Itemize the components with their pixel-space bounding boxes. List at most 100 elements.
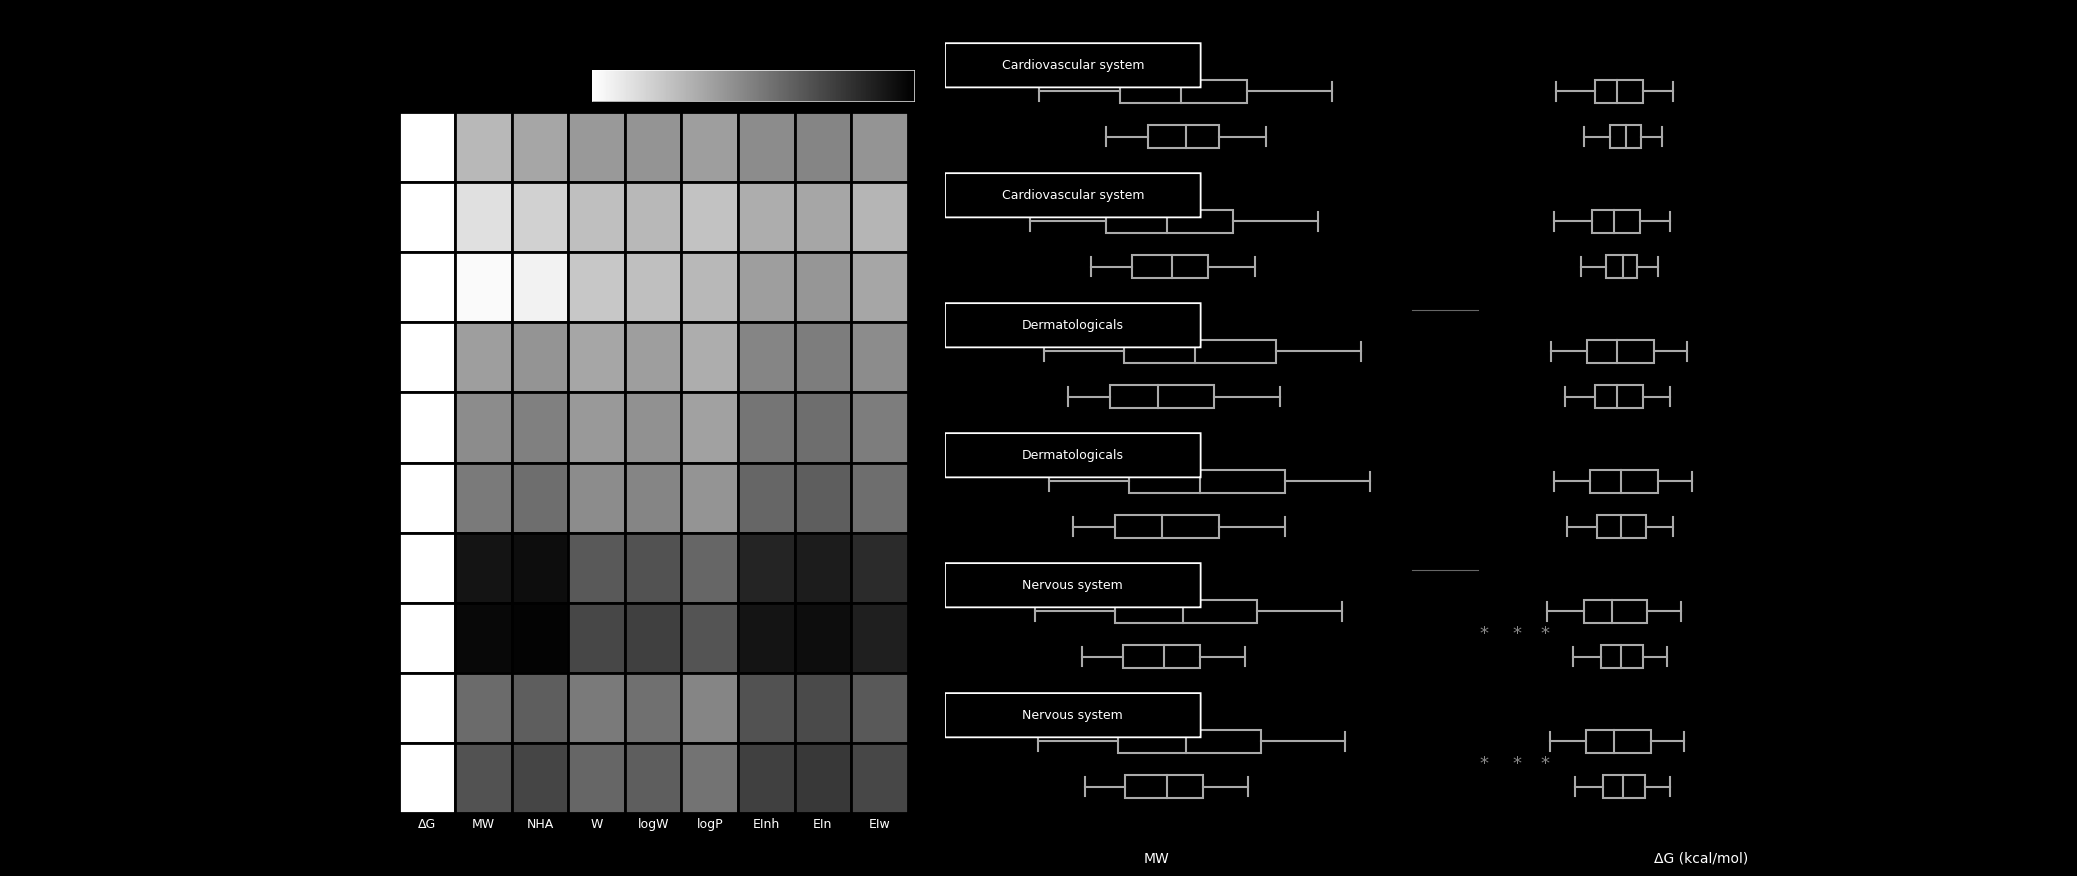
Bar	[569, 673, 625, 743]
Bar	[795, 533, 852, 603]
FancyBboxPatch shape	[945, 43, 1201, 88]
Bar	[852, 603, 908, 673]
Bar	[399, 112, 455, 182]
Bar	[795, 603, 852, 673]
Text: *: *	[1541, 625, 1549, 643]
Bar	[795, 252, 852, 322]
Bar	[681, 112, 737, 182]
Bar	[1111, 385, 1215, 408]
Bar	[737, 463, 795, 533]
Bar	[1597, 515, 1647, 539]
Bar	[795, 392, 852, 463]
Bar	[511, 112, 569, 182]
Bar	[681, 603, 737, 673]
Bar	[737, 112, 795, 182]
Bar	[1120, 80, 1248, 103]
Bar	[795, 112, 852, 182]
Bar	[569, 603, 625, 673]
Text: Dermatologicals: Dermatologicals	[1022, 319, 1124, 332]
Bar	[455, 182, 511, 252]
Bar	[737, 112, 795, 182]
Bar	[569, 112, 625, 182]
FancyBboxPatch shape	[945, 173, 1201, 217]
FancyBboxPatch shape	[945, 433, 1201, 477]
Bar	[625, 603, 681, 673]
Bar	[511, 743, 569, 813]
Bar	[455, 112, 511, 182]
Bar	[511, 392, 569, 463]
Text: *: *	[1512, 625, 1522, 643]
Text: Cardiovascular system: Cardiovascular system	[1001, 59, 1144, 72]
Bar	[455, 673, 511, 743]
Bar	[511, 533, 569, 603]
Bar	[1601, 645, 1643, 668]
Bar	[795, 322, 852, 392]
Bar	[511, 182, 569, 252]
Bar	[1117, 730, 1261, 752]
Bar	[399, 533, 455, 603]
Bar	[1122, 645, 1201, 668]
Bar	[511, 322, 569, 392]
Bar	[625, 673, 681, 743]
Bar	[681, 182, 737, 252]
Bar	[399, 182, 455, 252]
Bar	[737, 392, 795, 463]
Text: *: *	[1479, 625, 1489, 643]
Text: *: *	[1512, 755, 1522, 773]
Bar	[511, 182, 569, 252]
Text: Nervous system: Nervous system	[1022, 579, 1124, 591]
Bar	[455, 603, 511, 673]
Bar	[1603, 775, 1645, 798]
Bar	[737, 533, 795, 603]
Bar	[681, 252, 737, 322]
Bar	[737, 252, 795, 322]
Bar	[399, 603, 455, 673]
Bar	[852, 182, 908, 252]
Bar	[1585, 599, 1647, 623]
Bar	[681, 392, 737, 463]
Bar	[569, 533, 625, 603]
Bar	[399, 322, 455, 392]
Bar	[795, 673, 852, 743]
Bar	[681, 252, 737, 322]
Bar	[795, 182, 852, 252]
Bar	[1126, 775, 1203, 798]
Bar	[569, 463, 625, 533]
Bar	[399, 322, 455, 392]
Bar	[625, 252, 681, 322]
Bar	[625, 533, 681, 603]
Bar	[852, 673, 908, 743]
Bar	[795, 673, 852, 743]
Bar	[852, 322, 908, 392]
Bar	[681, 533, 737, 603]
Bar	[737, 743, 795, 813]
Bar	[399, 673, 455, 743]
Bar	[399, 182, 455, 252]
Bar	[852, 463, 908, 533]
Bar	[852, 252, 908, 322]
Bar	[737, 533, 795, 603]
Bar	[569, 392, 625, 463]
Bar	[852, 743, 908, 813]
Bar	[852, 533, 908, 603]
Bar	[852, 392, 908, 463]
Bar	[681, 322, 737, 392]
Bar	[511, 673, 569, 743]
Bar	[1606, 255, 1637, 279]
Bar	[455, 463, 511, 533]
Text: Cardiovascular system: Cardiovascular system	[1001, 188, 1144, 201]
Bar	[399, 112, 455, 182]
Bar	[795, 322, 852, 392]
Text: Dermatologicals: Dermatologicals	[1022, 449, 1124, 462]
Bar	[681, 182, 737, 252]
Text: *: *	[1541, 755, 1549, 773]
Bar	[399, 392, 455, 463]
Bar	[569, 322, 625, 392]
Bar	[795, 112, 852, 182]
Bar	[399, 463, 455, 533]
FancyBboxPatch shape	[945, 563, 1201, 607]
Bar	[455, 322, 511, 392]
Bar	[681, 392, 737, 463]
Bar	[737, 463, 795, 533]
Bar	[852, 463, 908, 533]
